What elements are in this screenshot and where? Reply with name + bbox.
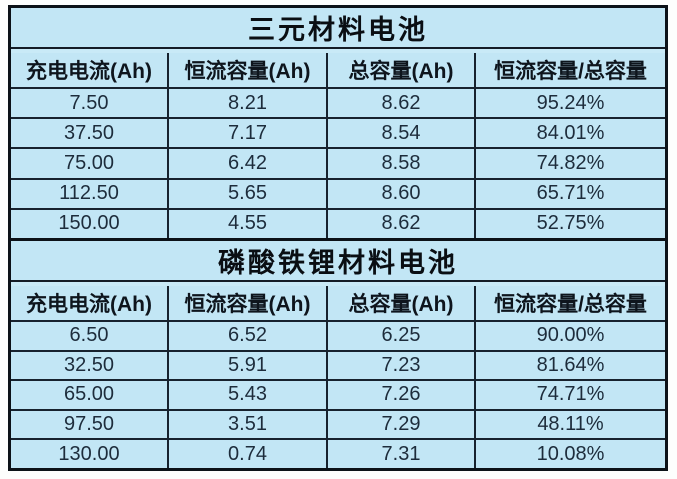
header-cell: 恒流容量(Ah) (169, 286, 328, 320)
title-divider-gap (11, 282, 665, 286)
table-row: 65.00 5.43 7.26 74.71% (11, 379, 665, 409)
table-cell: 112.50 (11, 179, 169, 208)
table-row: 130.00 0.74 7.31 10.08% (11, 438, 665, 468)
table-row: 112.50 5.65 8.60 65.71% (11, 177, 665, 208)
table-cell: 8.58 (328, 149, 476, 178)
table-cell: 37.50 (11, 119, 169, 148)
header-cell: 恒流容量/总容量 (494, 60, 647, 83)
table-cell: 8.62 (328, 89, 476, 118)
table-row: 75.00 6.42 8.58 74.82% (11, 147, 665, 178)
table-cell: 8.62 (328, 209, 476, 239)
table-header-row: 充电电流(Ah) 恒流容量(Ah) 总容量(Ah) 恒流容量/总容量 (11, 286, 665, 322)
table-row: 6.50 6.52 6.25 90.00% (11, 322, 665, 350)
table-cell: 8.54 (328, 119, 476, 148)
table-cell: 97.50 (11, 410, 169, 439)
table-row: 7.50 8.21 8.62 95.24% (11, 89, 665, 118)
table-cell: 7.17 (169, 119, 328, 148)
table-cell: 5.43 (169, 381, 328, 409)
header-cell: 恒流容量(Ah) (169, 53, 328, 87)
table-cell: 7.29 (328, 410, 476, 439)
table-cell: 32.50 (11, 351, 169, 380)
table-cell: 84.01% (536, 121, 605, 144)
table-cell: 48.11% (537, 413, 604, 436)
header-cell: 总容量(Ah) (328, 53, 476, 87)
table-cell: 6.25 (328, 322, 476, 350)
table-row: 37.50 7.17 8.54 84.01% (11, 117, 665, 148)
table-cell: 90.00% (536, 324, 605, 347)
table-cell: 6.42 (169, 149, 328, 178)
table-cell: 6.50 (11, 322, 169, 350)
table-section: 三元材料电池充电电流(Ah) 恒流容量(Ah) 总容量(Ah) 恒流容量/总容量 7.5… (11, 8, 665, 239)
table-title: 三元材料电池 (11, 8, 665, 49)
table-cell: 52.75% (536, 212, 605, 235)
table-cell: 10.08% (536, 442, 605, 465)
table-cell: 7.26 (328, 381, 476, 409)
table-cell: 74.71% (536, 383, 605, 406)
table-row: 32.50 5.91 7.23 81.64% (11, 349, 665, 380)
table-header-row: 充电电流(Ah) 恒流容量(Ah) 总容量(Ah) 恒流容量/总容量 (11, 53, 665, 89)
table-cell: 130.00 (11, 440, 169, 468)
table-body: 6.50 6.52 6.25 90.00% 32.50 5.91 7.23 81.64% 65.… (11, 322, 665, 468)
header-cell: 恒流容量/总容量 (494, 293, 647, 316)
table-title: 磷酸铁锂材料电池 (11, 238, 665, 282)
table-body: 7.50 8.21 8.62 95.24% 37.50 7.17 8.54 84.01% 75.… (11, 89, 665, 239)
table-row: 150.00 4.55 8.62 52.75% (11, 207, 665, 239)
table-cell: 0.74 (169, 440, 328, 468)
table-cell: 75.00 (11, 149, 169, 178)
header-cell: 总容量(Ah) (328, 286, 476, 320)
table-section: 磷酸铁锂材料电池充电电流(Ah) 恒流容量(Ah) 总容量(Ah) 恒流容量/总容量 6… (11, 238, 665, 468)
battery-comparison-table: 三元材料电池 充电电流(Ah) 恒流容量(Ah) 总容量(Ah) 恒流容量/总容量 7.5… (8, 5, 668, 471)
table-cell: 74.82% (536, 152, 605, 174)
table-cell: 8.21 (169, 89, 328, 118)
table-cell: 7.50 (11, 89, 169, 118)
table-cell: 7.31 (328, 440, 476, 468)
table-cell: 150.00 (11, 209, 169, 239)
title-divider-gap (11, 49, 665, 53)
table-cell: 7.23 (328, 351, 476, 380)
table-cell: 3.51 (169, 410, 328, 439)
table-cell: 81.64% (536, 353, 605, 376)
table-cell: 5.65 (169, 179, 328, 208)
header-cell: 充电电流(Ah) (11, 53, 169, 87)
header-cell: 充电电流(Ah) (11, 286, 169, 320)
table-cell: 65.71% (536, 182, 605, 205)
table-cell: 95.24% (536, 91, 605, 114)
table-cell: 5.91 (169, 351, 328, 380)
table-cell: 65.00 (11, 381, 169, 409)
table-cell: 4.55 (169, 209, 328, 239)
table-cell: 8.60 (328, 179, 476, 208)
table-cell: 6.52 (169, 322, 328, 350)
table-row: 97.50 3.51 7.29 48.11% (11, 408, 665, 439)
